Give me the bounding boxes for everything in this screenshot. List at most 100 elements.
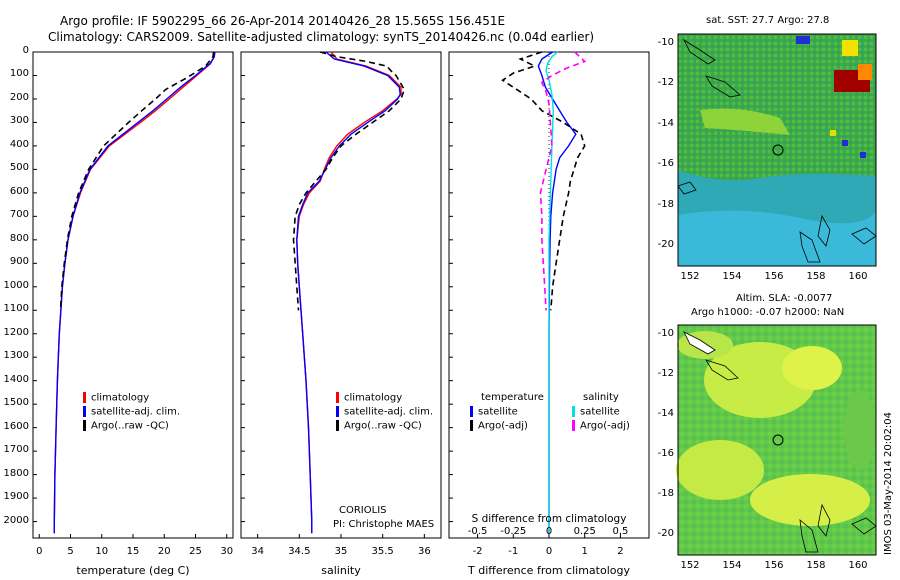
sst-map-lon-label: 160 <box>848 271 868 282</box>
salinity-x-label: salinity <box>321 564 361 577</box>
figure-title-line1: Argo profile: IF 5902295_66 26-Apr-2014 … <box>60 14 506 28</box>
sla-map-lat-label: -12 <box>657 368 674 379</box>
difference-xtick-label: 1 <box>581 546 588 557</box>
temperature-xtick-label: 0 <box>36 546 43 557</box>
diff-legend-t-satellite: satellite <box>470 406 518 418</box>
sla-map-lon-label: 154 <box>722 560 742 571</box>
depth-tick-label: 300 <box>9 115 29 127</box>
credit-source: CORIOLIS <box>339 505 387 516</box>
temperature-xtick-label: 15 <box>126 546 140 557</box>
sla-map-lat-label: -20 <box>657 528 674 539</box>
difference-top-label: S difference from climatology <box>471 513 627 525</box>
diff-legend-s-satellite: satellite <box>572 406 620 418</box>
difference-top-xtick-label: -0.25 <box>500 526 527 537</box>
sla-map-lon-label: 156 <box>764 560 784 571</box>
depth-tick-label: 500 <box>9 162 29 174</box>
depth-tick-label: 1200 <box>3 326 29 338</box>
difference-top-xtick-label: -0.5 <box>467 526 488 537</box>
difference-xtick-label: 2 <box>617 546 624 557</box>
salinity-xtick-label: 34 <box>251 546 265 557</box>
sst-map-lat-label: -18 <box>657 198 674 210</box>
difference-series-t-satellite <box>537 51 577 534</box>
difference-series-s-argo-adj- <box>539 51 587 311</box>
sal-legend-argo: Argo(..raw -QC) <box>336 420 422 432</box>
sst-map-title: sat. SST: 27.7 Argo: 27.8 <box>706 15 830 26</box>
temperature-series-climatology <box>53 52 216 534</box>
depth-tick-label: 800 <box>9 232 29 244</box>
sla-map-lat-label: -18 <box>657 488 674 499</box>
sla-map-lon-label: 160 <box>848 560 868 571</box>
temperature-panel-frame <box>32 51 234 539</box>
difference-top-xtick-label: 0 <box>545 526 553 537</box>
depth-tick-label: 600 <box>9 185 29 197</box>
figure-title-line2: Climatology: CARS2009. Satellite-adjuste… <box>48 30 595 44</box>
sla-map-lat-label: -10 <box>657 328 674 339</box>
sst-map-lat-label: -16 <box>657 158 674 170</box>
depth-tick-label: 400 <box>9 138 29 150</box>
difference-top-xtick-label: 0.5 <box>612 526 629 537</box>
imos-timestamp: IMOS 03-May-2014 20:02:04 <box>883 412 894 555</box>
depth-tick-label: 1600 <box>3 420 29 432</box>
sla-argo-location-marker <box>772 434 784 446</box>
sla-map <box>676 324 877 556</box>
difference-top-xtick-label: 0.25 <box>573 526 596 537</box>
depth-tick-label: 0 <box>22 45 29 56</box>
depth-tick-label: 700 <box>9 209 29 221</box>
credit-pi: PI: Christophe MAES <box>333 519 435 530</box>
sst-map <box>677 33 877 267</box>
salinity-xtick-label: 36 <box>417 546 431 557</box>
diff-legend-s-argo: Argo(-adj) <box>572 420 630 432</box>
temperature-series-satellite-adj-clim- <box>53 51 216 534</box>
temperature-xtick-label: 25 <box>189 546 202 557</box>
sal-legend-satellite: satellite-adj. clim. <box>336 406 433 418</box>
sst-map-lat-label: -14 <box>657 117 674 129</box>
sla-map-lon-label: 152 <box>680 560 700 571</box>
difference-series-s-satellite <box>545 51 559 534</box>
diff-legend-t-argo: Argo(-adj) <box>470 420 528 432</box>
depth-tick-label: 1800 <box>3 467 29 479</box>
temp-legend-satellite: satellite-adj. clim. <box>83 406 180 418</box>
temp-legend-climatology: climatology <box>83 392 149 404</box>
sla-map-lat-label: -16 <box>657 448 674 459</box>
difference-x-label: T difference from climatology <box>468 564 630 577</box>
depth-tick-label: 1400 <box>3 373 29 385</box>
axis-ticks <box>33 51 621 538</box>
temperature-xtick-label: 30 <box>220 546 234 557</box>
depth-tick-label: 1100 <box>3 303 29 315</box>
depth-tick-label: 1300 <box>3 350 29 362</box>
difference-xtick-label: -1 <box>508 546 519 557</box>
salinity-series-satellite-adj-clim- <box>296 51 401 534</box>
difference-xtick-label: 0 <box>545 546 553 557</box>
salinity-xtick-label: 35 <box>334 546 348 557</box>
sla-map-lat-label: -14 <box>657 408 674 419</box>
depth-tick-label: 900 <box>9 256 29 268</box>
sst-map-lon-label: 156 <box>764 271 784 282</box>
depth-tick-label: 2000 <box>3 514 29 526</box>
depth-tick-label: 100 <box>9 68 29 80</box>
diff-legend-temperature-title: temperature <box>481 392 544 403</box>
temperature-xtick-label: 10 <box>95 546 109 557</box>
temperature-xtick-label: 5 <box>67 546 74 557</box>
salinity-panel-frame <box>240 51 442 539</box>
temp-legend-argo: Argo(..raw -QC) <box>83 420 169 432</box>
temperature-series-argo-raw-qc- <box>59 51 215 311</box>
sla-map-title-line2: Argo h1000: -0.07 h2000: NaN <box>691 307 845 318</box>
difference-series-t-argo-adj- <box>501 51 586 311</box>
sst-map-lat-label: -12 <box>657 77 674 89</box>
sst-map-lat-label: -20 <box>657 239 674 250</box>
depth-tick-label: 1000 <box>3 279 29 291</box>
sla-map-title-line1: Altim. SLA: -0.0077 <box>736 293 833 304</box>
sst-argo-location-marker <box>772 144 784 156</box>
salinity-xtick-label: 35.5 <box>371 546 394 557</box>
sst-map-lon-label: 152 <box>680 271 700 282</box>
temperature-x-label: temperature (deg C) <box>76 564 190 577</box>
depth-tick-label: 1500 <box>3 397 29 409</box>
diff-legend-salinity-title: salinity <box>583 392 619 403</box>
temperature-xtick-label: 20 <box>157 546 171 557</box>
depth-tick-label: 1900 <box>3 491 29 503</box>
sst-map-lat-label: -10 <box>657 37 674 48</box>
profile-plots <box>53 51 587 534</box>
difference-xtick-label: -2 <box>472 546 483 557</box>
sst-map-lon-label: 154 <box>722 271 742 282</box>
depth-tick-label: 1700 <box>3 444 29 456</box>
